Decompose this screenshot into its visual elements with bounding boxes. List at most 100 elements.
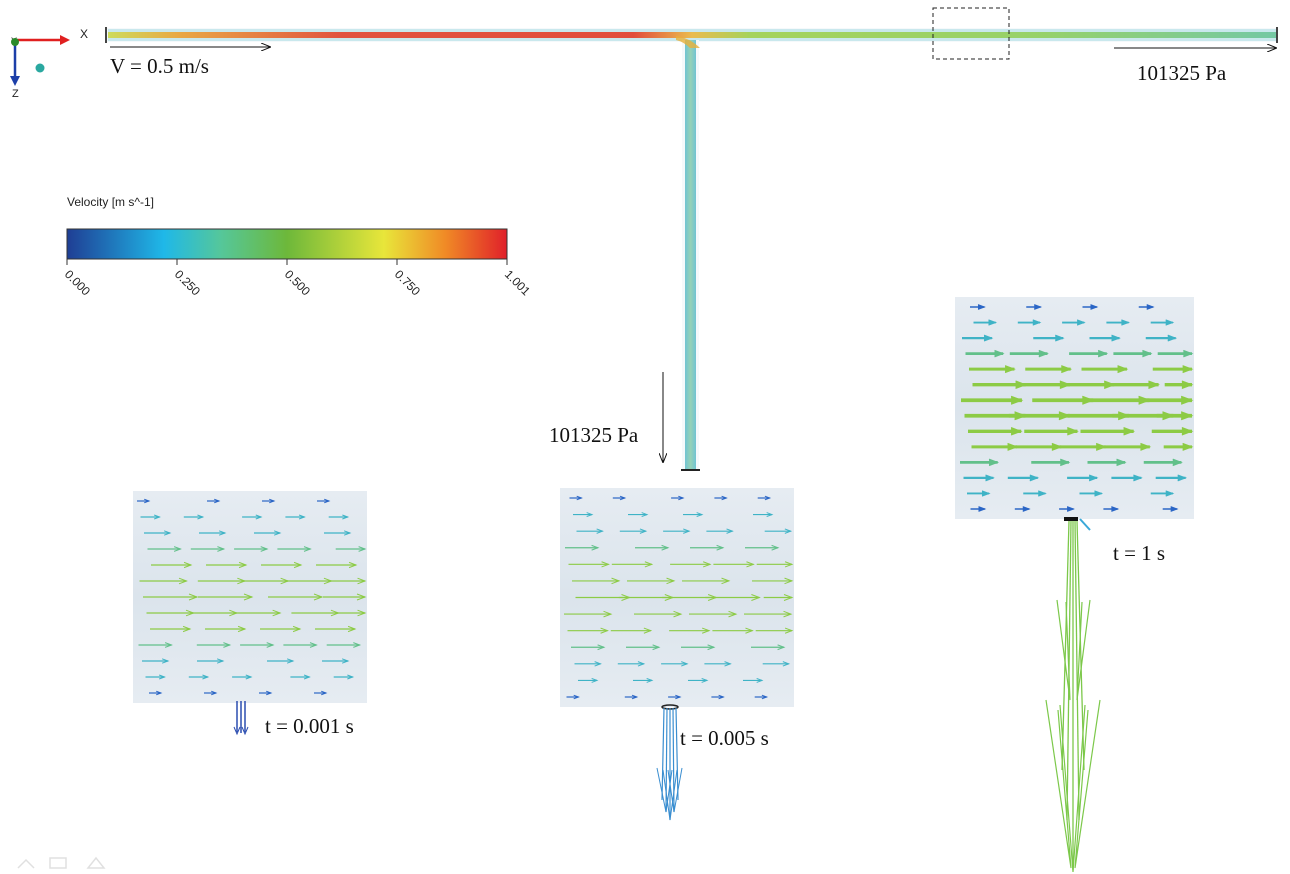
legend-colorbar (66, 228, 508, 260)
velocity-vector-head (1066, 506, 1075, 512)
velocity-vector-head (298, 514, 306, 520)
legend-tick-1: 0.250 (172, 267, 203, 298)
velocity-vector-head (637, 661, 646, 667)
velocity-vector-head (988, 319, 998, 326)
pan-icon[interactable] (49, 857, 67, 869)
velocity-vector-head (1172, 458, 1183, 467)
velocity-vector-head (1142, 349, 1153, 358)
velocity-vector-head (573, 694, 580, 700)
velocity-vector-head (639, 528, 648, 534)
velocity-vector-head (342, 514, 350, 520)
velocity-vector-head (726, 528, 734, 534)
x-axis-arrowhead-icon (60, 35, 70, 45)
velocity-vector-head (197, 514, 205, 520)
velocity-vector-head (611, 577, 621, 585)
legend-tick-2: 0.500 (282, 267, 313, 298)
velocity-vector-head (646, 677, 654, 683)
branch-pipe (676, 36, 700, 471)
velocity-vector-head (678, 495, 685, 501)
velocity-vector-head (309, 642, 318, 648)
velocity-vector-head (293, 561, 303, 569)
velocity-vector-head (1029, 474, 1040, 482)
velocity-vector-head (1123, 427, 1136, 436)
velocity-vector-head (313, 593, 324, 601)
velocity-vector-head (1180, 395, 1194, 405)
velocity-vector-head (182, 625, 192, 633)
velocity-vector-head (1177, 474, 1188, 482)
velocity-vector-head (784, 577, 794, 585)
velocity-vector-field (960, 304, 1194, 512)
snapshot-panel-t0005: t = 0.005 s (560, 488, 794, 821)
snapshot-time-label: t = 1 s (1113, 541, 1165, 565)
velocity-vector-head (216, 658, 225, 664)
velocity-vector-head (631, 694, 639, 700)
velocity-vector-head (1004, 365, 1016, 374)
velocity-vector-head (576, 495, 583, 501)
velocity-vector-head (348, 561, 358, 569)
velocity-vector-head (1180, 411, 1194, 421)
velocity-vector-head (783, 610, 793, 618)
velocity-vector-head (1094, 490, 1104, 497)
velocity-vector-head (214, 498, 221, 504)
velocity-vector-head (245, 674, 253, 680)
legend-tick-4: 1.001 (502, 267, 533, 298)
velocity-vector-head (1090, 304, 1099, 310)
velocity-vector-head (303, 546, 312, 552)
velocity-vector-head (766, 512, 774, 518)
velocity-vector-head (183, 561, 193, 569)
rotate-icon[interactable] (17, 858, 35, 869)
velocity-vector-head (269, 498, 276, 504)
velocity-vector-head (1140, 442, 1152, 451)
velocity-vector-head (1010, 427, 1023, 436)
velocity-vector-head (591, 677, 599, 683)
velocity-vector-head (1032, 319, 1042, 326)
velocity-vector-head (981, 490, 991, 497)
velocity-vector-head (238, 561, 248, 569)
velocity-vector-head (292, 625, 302, 633)
leak-jet (656, 704, 683, 821)
velocity-vector-head (594, 661, 602, 667)
zoom-icon[interactable] (86, 856, 106, 869)
velocity-vector-head (1121, 319, 1130, 326)
velocity-vector-head (343, 530, 352, 536)
velocity-vector-head (683, 528, 691, 534)
velocity-vector-head (1148, 380, 1160, 389)
legend-tick-3: 0.750 (392, 267, 423, 298)
velocity-vector-head (603, 610, 613, 618)
velocity-vector-head (666, 577, 676, 585)
velocity-vector-head (158, 674, 166, 680)
velocity-vector-head (681, 661, 689, 667)
velocity-vector-head (358, 546, 367, 552)
velocity-vector-head (985, 474, 995, 482)
velocity-vector-head (341, 658, 350, 664)
legend-tick-0: 0.000 (62, 267, 93, 298)
velocity-vector-head (983, 334, 994, 342)
velocity-vector-head (272, 609, 282, 617)
inlet-velocity-label: V = 0.5 m/s (110, 54, 209, 78)
velocity-vector-head (223, 642, 232, 648)
velocity-vector-head (701, 627, 711, 634)
outlet-main-annotation: 101325 Pa (1114, 48, 1276, 85)
velocity-vector-head (661, 544, 670, 551)
velocity-vector-head (218, 530, 227, 536)
velocity-vector-head (1165, 490, 1175, 497)
velocity-vector-head (1167, 334, 1178, 342)
velocity-vector-head (321, 690, 328, 696)
velocity-vector-head (1067, 427, 1079, 436)
velocity-vector-field (137, 498, 367, 696)
velocity-vector-head (1022, 506, 1031, 512)
velocity-vector-field (564, 495, 794, 700)
velocity-vector-head (173, 546, 182, 552)
velocity-vector-head (163, 530, 172, 536)
velocity-vector-head (217, 546, 226, 552)
velocity-vector-head (286, 658, 295, 664)
velocity-vector-head (161, 658, 170, 664)
velocity-vector-head (600, 627, 609, 634)
velocity-vector-head (1061, 365, 1073, 374)
main-pipe-upper-wall (108, 29, 1276, 32)
junction-flow-split (676, 36, 700, 48)
velocity-vector-head (675, 694, 682, 700)
origin-dot (11, 38, 19, 46)
axis-triad: X Z Y (10, 27, 88, 100)
velocity-vector-head (202, 674, 210, 680)
